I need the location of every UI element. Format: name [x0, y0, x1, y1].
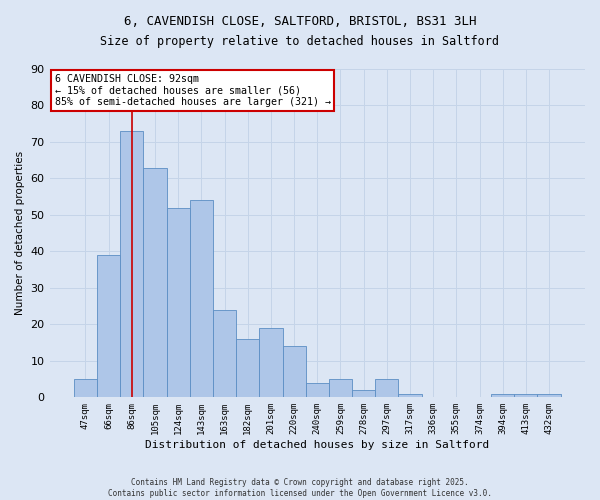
X-axis label: Distribution of detached houses by size in Saltford: Distribution of detached houses by size … [145, 440, 490, 450]
Bar [514, 394, 538, 398]
Bar [538, 394, 560, 398]
Bar [305, 382, 329, 398]
Bar [74, 379, 97, 398]
Bar [167, 208, 190, 398]
Text: 6, CAVENDISH CLOSE, SALTFORD, BRISTOL, BS31 3LH: 6, CAVENDISH CLOSE, SALTFORD, BRISTOL, B… [124, 15, 476, 28]
Text: Contains HM Land Registry data © Crown copyright and database right 2025.
Contai: Contains HM Land Registry data © Crown c… [108, 478, 492, 498]
Bar [213, 310, 236, 398]
Bar [143, 168, 167, 398]
Bar [236, 339, 259, 398]
Y-axis label: Number of detached properties: Number of detached properties [15, 151, 25, 315]
Text: 6 CAVENDISH CLOSE: 92sqm
← 15% of detached houses are smaller (56)
85% of semi-d: 6 CAVENDISH CLOSE: 92sqm ← 15% of detach… [55, 74, 331, 107]
Bar [329, 379, 352, 398]
Bar [120, 131, 143, 398]
Bar [491, 394, 514, 398]
Bar [352, 390, 375, 398]
Text: Size of property relative to detached houses in Saltford: Size of property relative to detached ho… [101, 35, 499, 48]
Bar [398, 394, 422, 398]
Bar [190, 200, 213, 398]
Bar [97, 255, 120, 398]
Bar [259, 328, 283, 398]
Bar [375, 379, 398, 398]
Bar [283, 346, 305, 398]
